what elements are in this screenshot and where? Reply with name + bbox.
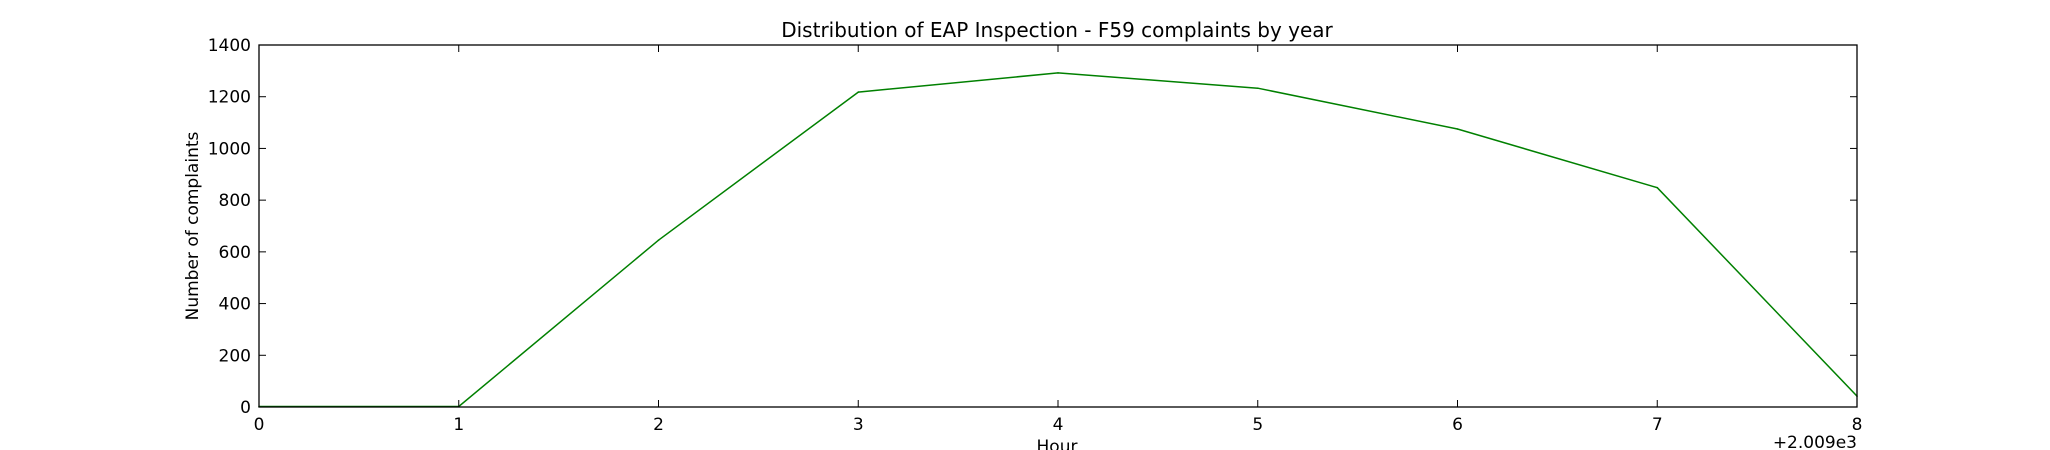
x-tick-label: 0 — [254, 415, 265, 435]
x-tick-label: 7 — [1652, 415, 1663, 435]
x-tick-label: 1 — [453, 415, 464, 435]
y-tick-label: 800 — [219, 191, 251, 211]
y-tick-label: 0 — [240, 398, 251, 418]
y-axis-label: Number of complaints — [183, 131, 203, 320]
data-point — [1657, 187, 1659, 189]
data-point — [1257, 87, 1259, 89]
x-tick-label: 8 — [1852, 415, 1863, 435]
chart-title: Distribution of EAP Inspection - F59 com… — [781, 18, 1333, 42]
y-tick-label: 200 — [219, 346, 251, 366]
data-point — [858, 91, 860, 93]
y-tick-label: 1200 — [208, 88, 251, 108]
y-tick-label: 400 — [219, 295, 251, 315]
x-axis-label: Hour — [1037, 437, 1078, 450]
x-tick-label: 6 — [1452, 415, 1463, 435]
data-point — [1457, 128, 1459, 130]
y-tick-label: 600 — [219, 243, 251, 263]
x-tick-label: 3 — [853, 415, 864, 435]
x-tick-label: 2 — [653, 415, 664, 435]
data-point — [1057, 72, 1059, 74]
data-point — [658, 239, 660, 241]
y-tick-label: 1400 — [208, 36, 251, 56]
x-axis-offset-label: +2.009e3 — [1773, 433, 1857, 450]
y-tick-label: 1000 — [208, 139, 251, 159]
x-tick-label: 4 — [1053, 415, 1064, 435]
x-tick-label: 5 — [1252, 415, 1263, 435]
